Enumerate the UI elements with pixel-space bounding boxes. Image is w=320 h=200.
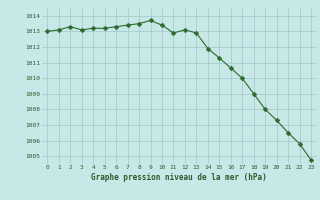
- X-axis label: Graphe pression niveau de la mer (hPa): Graphe pression niveau de la mer (hPa): [91, 173, 267, 182]
